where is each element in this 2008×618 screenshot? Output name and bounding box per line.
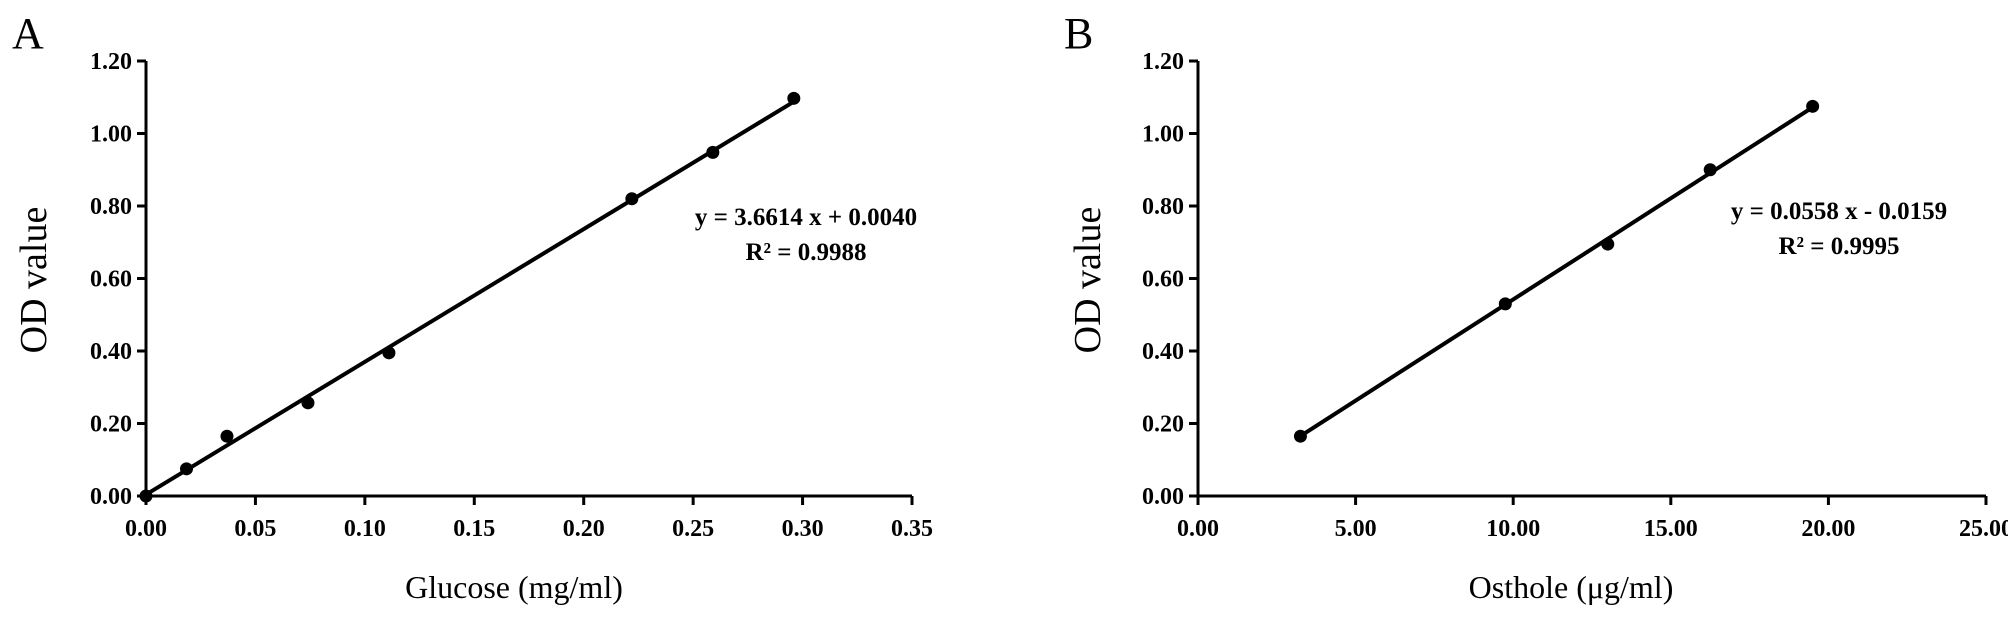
data-point-b: [1806, 99, 1820, 113]
x-tick-label-b: 0.00: [1177, 516, 1219, 542]
y-tick-label-a: 0.20: [90, 412, 132, 438]
data-point-a: [139, 489, 153, 503]
x-tick-label-b: 10.00: [1486, 516, 1540, 542]
x-tick-label-b: 15.00: [1644, 516, 1698, 542]
data-point-b: [1703, 163, 1717, 177]
x-tick-label-b: 5.00: [1335, 516, 1377, 542]
y-tick-label-a: 1.00: [90, 122, 132, 148]
data-point-a: [706, 145, 720, 159]
x-tick-label-a: 0.35: [891, 516, 933, 542]
r-squared-a: R² = 0.9988: [745, 239, 866, 266]
data-point-a: [625, 192, 639, 206]
x-tick-label-b: 20.00: [1801, 516, 1855, 542]
data-point-b: [1498, 297, 1512, 311]
data-point-a: [301, 396, 315, 410]
data-point-b: [1601, 237, 1615, 251]
x-tick-label-a: 0.00: [125, 516, 167, 542]
x-tick-label-a: 0.05: [234, 516, 276, 542]
trendline-a: [144, 99, 795, 497]
panel-letter-a: A: [12, 9, 44, 58]
y-tick-label-a: 1.20: [90, 49, 132, 75]
x-tick-label-a: 0.30: [782, 516, 824, 542]
data-point-a: [220, 429, 234, 443]
x-tick-label-a: 0.15: [453, 516, 495, 542]
y-tick-label-b: 0.00: [1142, 484, 1184, 510]
y-tick-label-a: 0.80: [90, 194, 132, 220]
x-tick-label-a: 0.10: [344, 516, 386, 542]
data-point-a: [787, 91, 801, 105]
x-axis-title-b: Osthole (μg/ml): [1469, 569, 1674, 605]
r-squared-b: R² = 0.9995: [1778, 233, 1899, 260]
y-tick-label-a: 0.00: [90, 484, 132, 510]
data-point-b: [1293, 429, 1307, 443]
y-tick-label-b: 0.80: [1142, 194, 1184, 220]
y-tick-label-b: 1.20: [1142, 49, 1184, 75]
chart-panel-a: A 0.000.200.400.600.801.001.20 0.00 0.05 0…: [12, 9, 933, 605]
data-points-a: [139, 91, 801, 503]
y-axis-ticks-a: 0.00 0.20 0.40 0.60 0.80 1.00 1.20: [90, 49, 146, 510]
y-tick-label-b: 0.40: [1142, 339, 1184, 365]
y-axis-title-a: OD value: [13, 207, 55, 354]
x-tick-label-b: 25.00: [1959, 516, 2008, 542]
y-axis-ticks-b: 0.00 0.20 0.40 0.60 0.80 1.00 1.20: [1142, 49, 1198, 510]
x-tick-label-a: 0.25: [672, 516, 714, 542]
y-tick-label-b: 0.20: [1142, 412, 1184, 438]
trendline-b: [1299, 105, 1814, 438]
y-tick-label-a: 0.40: [90, 339, 132, 365]
x-axis-title-a: Glucose (mg/ml): [405, 569, 623, 605]
chart-panel-b: B 0.00 0.20 0.40 0.60 0.80 1.00 1.20 0.00 5.00 1…: [1064, 9, 2008, 605]
panel-letter-b: B: [1064, 9, 1093, 58]
data-points-b: [1293, 99, 1820, 443]
y-axis-title-b: OD value: [1067, 207, 1109, 354]
y-tick-label-a: 0.60: [90, 267, 132, 293]
x-axis-ticks-b: 0.00 5.00 10.00 15.00 20.00 25.00: [1177, 496, 2008, 542]
y-tick-label-b: 0.60: [1142, 267, 1184, 293]
x-axis-ticks-a: 0.00 0.05 0.10 0.15 0.20 0.25 0.30 0.35: [125, 496, 933, 542]
data-point-a: [179, 462, 193, 476]
trendline-equation-b: y = 0.0558 x - 0.0159: [1731, 198, 1947, 225]
y-tick-label-b: 1.00: [1142, 122, 1184, 148]
data-point-a: [382, 346, 396, 360]
x-tick-label-a: 0.20: [563, 516, 605, 542]
trendline-equation-a: y = 3.6614 x + 0.0040: [695, 204, 917, 231]
